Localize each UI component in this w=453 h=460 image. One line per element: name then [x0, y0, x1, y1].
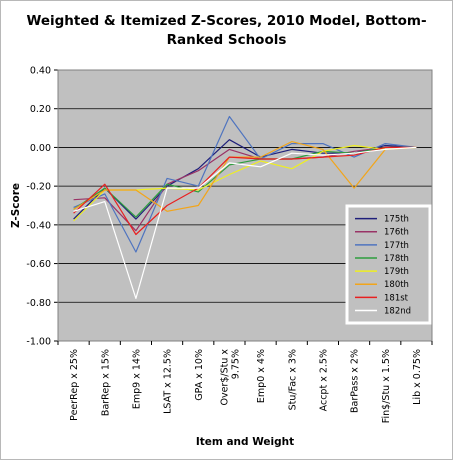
legend-label-178th: 178th: [384, 254, 409, 264]
x-tick-label: Emp9 x 14%: [131, 349, 142, 409]
y-axis-title: Z-Score: [10, 183, 22, 228]
x-tick-label-group: LSAT x 12.5%: [163, 349, 174, 414]
series-line-181st: [73, 146, 417, 236]
y-tick-label: -0.60: [26, 259, 51, 270]
series-line-177th: [73, 115, 417, 253]
x-tick-label-group: PeerRep x 25%: [69, 349, 80, 421]
x-tick-label: LSAT x 12.5%: [163, 349, 174, 414]
x-tick-label: Stu/Fac x 3%: [287, 349, 298, 410]
y-tick-label: -0.20: [26, 182, 51, 193]
legend-label-177th: 177th: [384, 241, 409, 251]
y-tick-label: 0.40: [30, 66, 51, 77]
x-tick-label-group: Fin$/Stu x 1.5%: [381, 349, 392, 423]
legend-label-180th: 180th: [384, 280, 409, 290]
x-tick-label: Fin$/Stu x 1.5%: [381, 349, 392, 423]
legend-box: [345, 204, 432, 325]
legend-label-175th: 175th: [384, 215, 409, 225]
x-tick-label: PeerRep x 25%: [69, 349, 80, 421]
x-tick-label-group: Lib x 0.75%: [412, 349, 423, 405]
x-axis-title: Item and Weight: [196, 436, 294, 448]
legend-label-176th: 176th: [384, 228, 409, 238]
x-tick-label: BarPass x 2%: [350, 349, 361, 413]
y-tick-label: -0.40: [26, 220, 51, 231]
x-tick-label-group: BarPass x 2%: [350, 349, 361, 413]
y-tick-label: 0.00: [30, 143, 51, 154]
series-line-182nd: [73, 146, 417, 299]
x-tick-label: Over$/Stu x: [219, 349, 230, 406]
x-tick-label-group: Emp0 x 4%: [256, 349, 267, 403]
legend-label-182nd: 182nd: [384, 306, 411, 316]
legend-label-179th: 179th: [384, 267, 409, 277]
x-tick-label: Lib x 0.75%: [412, 349, 423, 405]
y-tick-label: -0.80: [26, 298, 51, 309]
y-tick-label: 0.20: [30, 104, 51, 115]
chart-title: Weighted & Itemized Z-Scores, 2010 Model…: [26, 13, 427, 48]
x-tick-label: Emp0 x 4%: [256, 349, 267, 403]
x-tick-label-group: BarRep x 15%: [100, 349, 111, 416]
x-tick-label-group: Accpt x 2.5%: [318, 349, 329, 411]
y-tick-label: -1.00: [26, 337, 51, 348]
series-line-180th: [73, 141, 417, 212]
x-tick-label: Accpt x 2.5%: [318, 349, 329, 411]
x-tick-label: BarRep x 15%: [100, 349, 111, 416]
x-tick-label: 9.75%: [230, 349, 241, 379]
x-tick-label-group: Emp9 x 14%: [131, 349, 142, 409]
x-tick-label: GPA x 10%: [194, 349, 205, 401]
x-tick-label-group: Stu/Fac x 3%: [287, 349, 298, 410]
x-tick-label-group: GPA x 10%: [194, 349, 205, 401]
x-tick-label-group: Over$/Stu x 9.75%: [219, 349, 241, 406]
legend-label-181st: 181st: [384, 293, 409, 303]
